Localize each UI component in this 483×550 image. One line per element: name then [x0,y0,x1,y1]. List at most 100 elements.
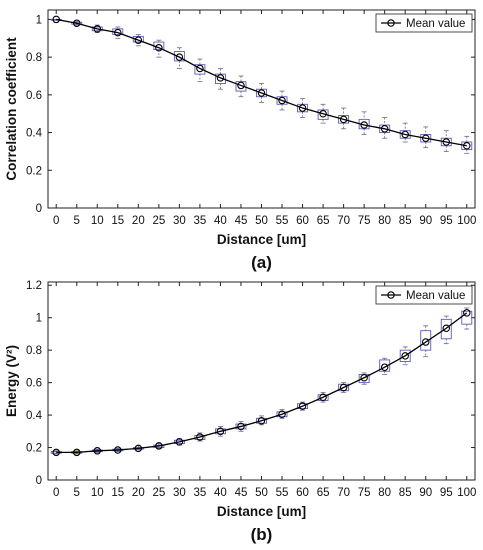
x-tick-label: 85 [399,487,412,499]
legend: Mean value [375,13,473,33]
x-tick-label: 15 [111,487,124,499]
boxplot [379,357,391,375]
mean-value-point [257,89,266,97]
mean-value-point [175,53,184,61]
x-tick-label: 55 [276,487,289,499]
boxplot [132,34,144,47]
mean-value-point [52,448,60,457]
x-tick-label: 100 [457,215,476,227]
box-iqr [461,310,473,325]
x-tick-label: 95 [440,215,453,227]
x-tick-label: 95 [440,487,453,499]
box-iqr [91,26,103,32]
box-iqr [173,439,185,444]
mean-value-point [278,410,286,419]
mean-value-point [380,363,389,371]
x-tick-label: 25 [152,487,165,499]
mean-value-point [421,134,430,142]
x-tick-label: 0 [53,215,59,227]
mean-value-point [442,324,451,333]
y-tick-label: 0.6 [26,378,42,390]
box-iqr [276,96,288,105]
box-iqr [71,21,83,25]
box-iqr [420,330,432,351]
mean-value-point [93,25,102,33]
boxplot [461,307,473,330]
box-iqr [235,81,247,92]
y-axis-label: Correlation coefficient [4,37,19,181]
box-iqr [297,103,309,113]
legend-label: Mean value [406,18,465,30]
y-tick-label: 0.4 [26,128,43,140]
x-tick-label: 0 [53,487,59,499]
boxplot [461,135,473,154]
mean-value-point [196,433,204,441]
legend-marker-sample [387,291,395,299]
box-iqr [379,359,391,372]
x-tick-label: 5 [74,487,80,499]
mean-value-point [380,125,389,133]
box-iqr [440,318,452,340]
legend-box [375,285,473,305]
mean-value-point [72,19,81,27]
mean-value-point [93,447,102,455]
panel-label: (a) [251,253,272,272]
box-iqr [214,428,226,435]
y-tick-label: 1 [36,313,42,325]
x-tick-label: 50 [255,215,268,227]
mean-value-point [339,383,348,392]
x-tick-label: 90 [419,215,432,227]
mean-value-point [134,36,143,44]
x-tick-label: 60 [296,487,309,499]
x-tick-label: 10 [91,487,104,499]
box-iqr [399,349,411,362]
x-tick-label: 35 [194,215,207,227]
boxplot [420,325,432,358]
x-tick-label: 45 [235,215,248,227]
chart-panel-a: 0 5 10 15 20 25 30 35 40 45 50 55 60 65 70 75 80 85 90 95 10… [4,9,476,272]
x-tick-label: 70 [337,215,350,227]
legend-box [375,13,473,33]
x-tick-label: 85 [399,215,412,227]
mean-value-line [56,312,468,454]
mean-value-point [155,442,163,450]
mean-value-point [463,142,471,150]
x-tick-label: 35 [194,487,207,499]
y-tick-label: 0.6 [26,90,42,102]
x-tick-label: 20 [132,487,145,499]
y-tick-label: 0.2 [26,443,42,455]
x-tick-label: 25 [152,215,165,227]
x-tick-label: 40 [214,215,227,227]
x-tick-label: 30 [173,487,186,499]
x-tick-label: 65 [317,215,330,227]
mean-value-point [114,446,122,454]
x-tick-label: 80 [378,487,391,499]
mean-value-point [72,448,81,457]
mean-value-point [134,444,143,453]
x-tick-label: 65 [317,487,330,499]
box-iqr [194,434,206,440]
mean-value-point [155,43,163,52]
box-iqr [256,88,267,98]
box-iqr [379,124,391,134]
boxplot [399,122,411,143]
y-tick-label: 0.2 [26,165,42,177]
mean-value-line [56,18,467,147]
box-iqr [173,51,185,62]
plot-area-frame [47,9,476,209]
mean-value-point [401,352,409,360]
x-axis-label: Distance [um] [217,232,306,247]
mean-value-point [401,130,409,139]
x-tick-label: 15 [111,215,124,227]
box-iqr [235,423,247,430]
boxplot [71,20,83,26]
y-tick-label: 0 [36,203,42,215]
boxplot [358,111,370,135]
x-tick-label: 20 [132,215,145,227]
x-tick-label: 30 [173,215,186,227]
boxplot [194,58,206,83]
mean-value-point [319,109,327,118]
x-tick-label: 70 [337,487,350,499]
y-axis-label: Energy (V²) [4,345,19,417]
